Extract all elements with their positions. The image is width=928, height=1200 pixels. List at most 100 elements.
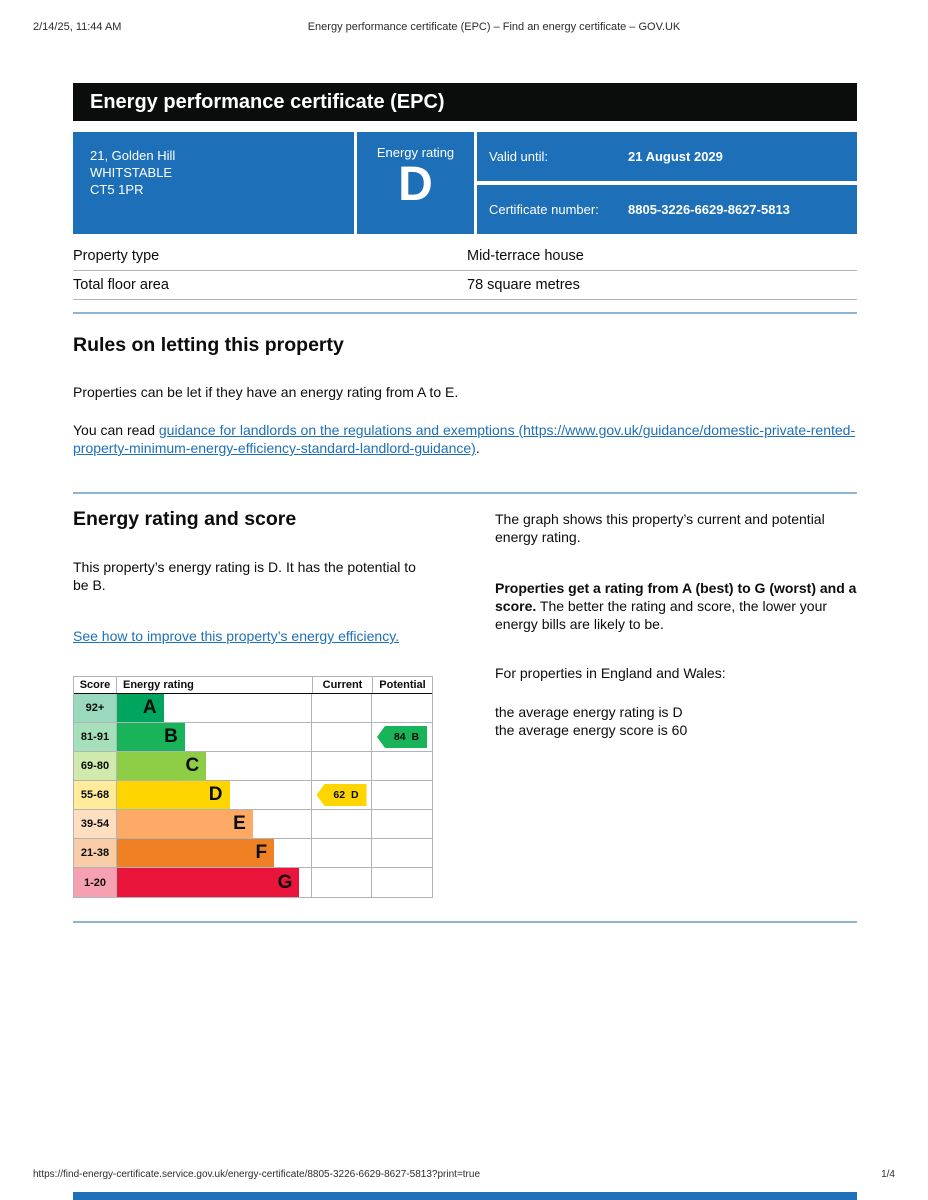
- potential-cell: [372, 839, 432, 867]
- band-row-b: 81-91 B 84 B: [74, 723, 432, 752]
- current-cell: [312, 868, 372, 897]
- band-letter: D: [208, 784, 223, 805]
- landlord-guidance-link[interactable]: guidance for landlords on the regulation…: [73, 422, 856, 456]
- valid-until-label: Valid until:: [489, 149, 549, 164]
- band-row-c: 69-80 C: [74, 752, 432, 781]
- averages-paragraph: the average energy rating is D the avera…: [495, 703, 857, 739]
- band-bar: C: [117, 752, 207, 780]
- band-letter: B: [164, 726, 178, 747]
- potential-cell: [372, 781, 432, 809]
- address-line-3: CT5 1PR: [90, 182, 144, 197]
- band-bar-cell: B: [116, 723, 312, 751]
- potential-rating-indicator: 84 B: [377, 726, 427, 748]
- rating-explanation-rest: The better the rating and score, the low…: [495, 598, 828, 632]
- rating-explanation-bold: Properties get a rating from A (best) to…: [495, 580, 857, 614]
- england-wales-intro: For properties in England and Wales:: [495, 665, 726, 681]
- band-row-g: 1-20 G: [74, 868, 432, 897]
- band-row-e: 39-54 E: [74, 810, 432, 839]
- certificate-meta: Valid until: 21 August 2029 Certificate …: [477, 132, 857, 234]
- band-row-d: 55-68 D 62 D: [74, 781, 432, 810]
- table-row: Total floor area 78 square metres: [73, 271, 857, 300]
- energy-rating-letter: D: [398, 158, 433, 211]
- rating-column-left: Energy rating and score This property’s …: [73, 508, 433, 898]
- band-row-a: 92+ A: [74, 694, 432, 723]
- rules-heading: Rules on letting this property: [73, 334, 344, 356]
- next-page-blue-bar: [73, 1192, 857, 1200]
- band-score-label: 69-80: [74, 752, 116, 780]
- band-score-label: 21-38: [74, 839, 116, 867]
- band-bar-cell: D: [116, 781, 312, 809]
- certificate-summary-box: 21, Golden Hill WHITSTABLE CT5 1PR Energ…: [73, 132, 857, 234]
- band-bar: G: [117, 868, 300, 897]
- valid-until-row: Valid until: 21 August 2029: [477, 132, 857, 181]
- property-address: 21, Golden Hill WHITSTABLE CT5 1PR: [73, 132, 354, 234]
- band-score-label: 92+: [74, 694, 116, 722]
- rating-intro: This property’s energy rating is D. It h…: [73, 559, 416, 593]
- band-letter: C: [185, 755, 200, 776]
- band-bar-cell: A: [116, 694, 312, 722]
- band-bar-cell: G: [116, 868, 312, 897]
- improve-efficiency-link[interactable]: See how to improve this property’s energ…: [73, 628, 400, 644]
- print-footer-url: https://find-energy-certificate.service.…: [33, 1169, 481, 1180]
- current-cell: [312, 810, 372, 838]
- band-score-label: 81-91: [74, 723, 116, 751]
- rules-paragraph-2-prefix: You can read: [73, 422, 159, 438]
- rules-paragraph-2: You can read guidance for landlords on t…: [73, 421, 857, 457]
- property-type-value: Mid-terrace house: [467, 248, 584, 264]
- band-score-label: 55-68: [74, 781, 116, 809]
- potential-cell: [372, 868, 432, 897]
- print-header-title: Energy performance certificate (EPC) – F…: [307, 21, 681, 33]
- current-cell: [312, 839, 372, 867]
- energy-rating-box: Energy rating D: [357, 132, 474, 234]
- rules-paragraph-2-suffix: .: [475, 440, 480, 456]
- certificate-number-label: Certificate number:: [489, 202, 599, 217]
- address-line-1: 21, Golden Hill: [90, 148, 176, 163]
- current-rating-indicator: 62 D: [316, 784, 367, 806]
- page-title: Energy performance certificate (EPC): [90, 90, 445, 113]
- band-bar: E: [117, 810, 253, 838]
- band-score-label: 39-54: [74, 810, 116, 838]
- property-details-table: Property type Mid-terrace house Total fl…: [73, 242, 857, 300]
- table-row: Property type Mid-terrace house: [73, 242, 857, 271]
- rating-explanation: Properties get a rating from A (best) to…: [495, 579, 857, 633]
- print-footer-page-number: 1/4: [881, 1169, 895, 1180]
- chart-header-potential: Potential: [372, 677, 432, 693]
- energy-rating-label: Energy rating: [376, 145, 455, 160]
- print-header-datetime: 2/14/25, 11:44 AM: [33, 21, 122, 33]
- band-bar: D: [117, 781, 230, 809]
- band-score-label: 1-20: [74, 868, 116, 897]
- band-bar-cell: E: [116, 810, 312, 838]
- graph-description: The graph shows this property’s current …: [495, 511, 825, 545]
- band-bar: F: [117, 839, 275, 867]
- rules-paragraph-1: Properties can be let if they have an en…: [73, 384, 459, 400]
- band-bar-cell: F: [116, 839, 312, 867]
- average-score-line: the average energy score is 60: [495, 722, 688, 738]
- valid-until-value: 21 August 2029: [628, 149, 723, 164]
- band-bar: A: [117, 694, 164, 722]
- energy-rating-section: Energy rating and score This property’s …: [73, 508, 857, 898]
- band-row-f: 21-38 F: [74, 839, 432, 868]
- current-cell: 62 D: [312, 781, 372, 809]
- section-divider: [73, 492, 857, 494]
- page-title-banner: Energy performance certificate (EPC): [73, 83, 857, 121]
- band-bar: B: [117, 723, 185, 751]
- current-cell: [312, 723, 372, 751]
- band-letter: A: [142, 697, 157, 718]
- page-content: Energy performance certificate (EPC) 21,…: [73, 83, 857, 923]
- band-letter: F: [255, 842, 268, 863]
- print-footer: https://find-energy-certificate.service.…: [33, 1169, 895, 1180]
- band-bar-cell: C: [116, 752, 312, 780]
- average-rating-line: the average energy rating is D: [495, 704, 683, 720]
- chart-header-current: Current: [312, 677, 372, 693]
- certificate-number-row: Certificate number: 8805-3226-6629-8627-…: [477, 185, 857, 234]
- section-divider: [73, 921, 857, 923]
- band-letter: E: [233, 813, 246, 834]
- potential-cell: [372, 752, 432, 780]
- potential-cell: 84 B: [372, 723, 432, 751]
- rating-heading: Energy rating and score: [73, 508, 297, 530]
- chart-header-score: Score: [79, 679, 111, 691]
- certificate-number-value: 8805-3226-6629-8627-5813: [628, 202, 790, 217]
- chart-header-row: Score Energy rating Current Potential: [74, 677, 432, 694]
- current-cell: [312, 694, 372, 722]
- potential-cell: [372, 694, 432, 722]
